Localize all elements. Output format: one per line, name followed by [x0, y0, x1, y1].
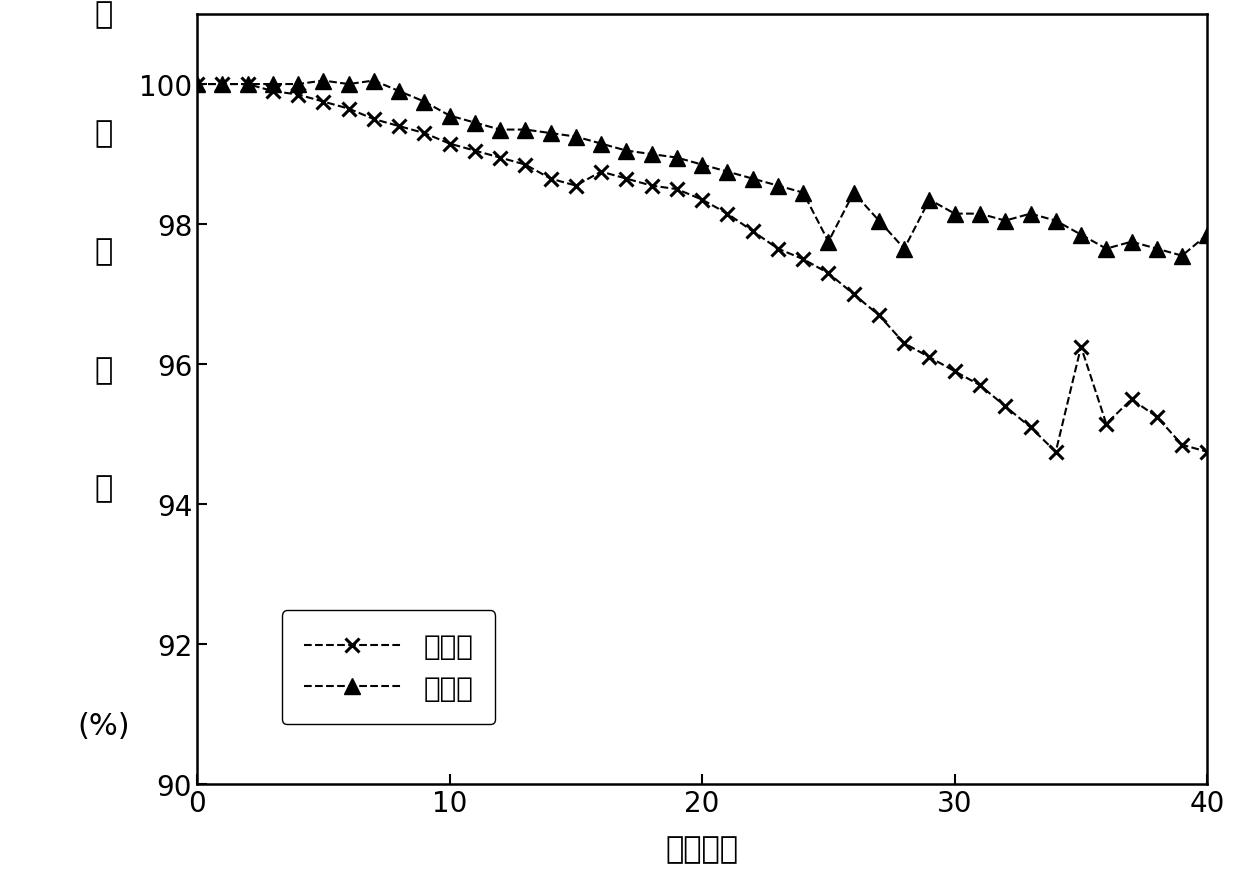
未处理 — [1048, 447, 1063, 457]
处理后 — [518, 126, 533, 136]
未处理 — [947, 366, 962, 377]
X-axis label: 循环周数: 循环周数 — [666, 834, 739, 863]
未处理 — [316, 97, 331, 108]
未处理 — [897, 339, 911, 349]
处理后 — [1048, 216, 1063, 227]
处理后 — [265, 80, 280, 90]
未处理 — [265, 87, 280, 97]
未处理 — [670, 184, 684, 195]
未处理 — [543, 174, 558, 184]
未处理 — [290, 90, 305, 101]
处理后 — [720, 167, 735, 177]
未处理 — [1074, 342, 1089, 353]
处理后 — [1074, 230, 1089, 241]
处理后 — [694, 160, 709, 170]
Text: 循: 循 — [95, 1, 113, 30]
处理后 — [1099, 244, 1114, 255]
处理后 — [1125, 237, 1140, 248]
未处理 — [366, 115, 381, 126]
未处理 — [619, 174, 634, 184]
未处理 — [1149, 412, 1164, 422]
处理后 — [1174, 251, 1189, 262]
处理后 — [241, 80, 255, 90]
未处理 — [190, 80, 205, 90]
处理后 — [998, 216, 1013, 227]
处理后 — [594, 139, 609, 149]
处理后 — [417, 97, 432, 108]
未处理 — [1174, 440, 1189, 450]
未处理 — [796, 255, 811, 265]
处理后 — [492, 126, 507, 136]
处理后 — [290, 80, 305, 90]
处理后 — [897, 244, 911, 255]
未处理 — [846, 290, 861, 300]
处理后 — [190, 80, 205, 90]
Line: 处理后: 处理后 — [190, 74, 1215, 264]
未处理 — [518, 160, 533, 170]
处理后 — [770, 181, 785, 191]
处理后 — [443, 112, 458, 122]
未处理 — [720, 209, 735, 220]
未处理 — [998, 401, 1013, 412]
处理后 — [645, 149, 660, 160]
处理后 — [619, 146, 634, 156]
Text: 率: 率 — [95, 474, 113, 503]
处理后 — [1149, 244, 1164, 255]
处理后 — [467, 119, 482, 129]
处理后 — [366, 76, 381, 87]
Text: 环: 环 — [95, 119, 113, 148]
处理后 — [972, 209, 987, 220]
Line: 未处理: 未处理 — [190, 78, 1214, 459]
Text: 保: 保 — [95, 237, 113, 266]
处理后 — [745, 174, 760, 184]
未处理 — [215, 80, 229, 90]
处理后 — [316, 76, 331, 87]
未处理 — [568, 181, 583, 191]
未处理 — [872, 311, 887, 321]
处理后 — [543, 129, 558, 140]
Text: (%): (%) — [78, 711, 130, 740]
未处理 — [467, 146, 482, 156]
处理后 — [215, 80, 229, 90]
Legend: 未处理, 处理后: 未处理, 处理后 — [281, 610, 495, 724]
未处理 — [694, 195, 709, 205]
Text: 持: 持 — [95, 356, 113, 385]
未处理 — [594, 167, 609, 177]
未处理 — [1099, 419, 1114, 429]
处理后 — [846, 188, 861, 198]
处理后 — [796, 188, 811, 198]
未处理 — [417, 129, 432, 140]
处理后 — [872, 216, 887, 227]
未处理 — [443, 139, 458, 149]
处理后 — [392, 87, 407, 97]
未处理 — [241, 80, 255, 90]
未处理 — [923, 353, 937, 363]
未处理 — [341, 104, 356, 115]
处理后 — [821, 237, 836, 248]
未处理 — [1023, 422, 1038, 433]
未处理 — [821, 269, 836, 279]
未处理 — [972, 380, 987, 391]
未处理 — [492, 153, 507, 163]
未处理 — [1200, 447, 1215, 457]
处理后 — [670, 153, 684, 163]
未处理 — [1125, 394, 1140, 405]
处理后 — [568, 133, 583, 143]
未处理 — [392, 122, 407, 133]
处理后 — [341, 80, 356, 90]
处理后 — [1200, 230, 1215, 241]
未处理 — [745, 227, 760, 237]
未处理 — [645, 181, 660, 191]
未处理 — [770, 244, 785, 255]
处理后 — [1023, 209, 1038, 220]
处理后 — [923, 195, 937, 205]
处理后 — [947, 209, 962, 220]
